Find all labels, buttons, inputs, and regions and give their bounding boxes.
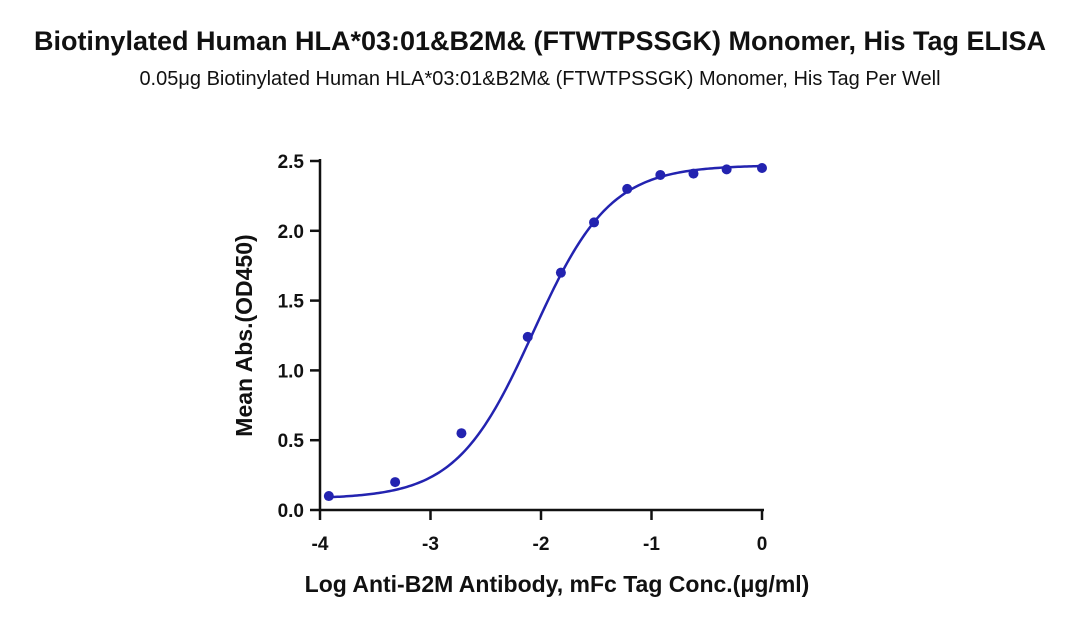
data-point <box>555 267 566 278</box>
y-tick-label: 0.0 <box>278 501 304 522</box>
data-point <box>622 183 633 194</box>
data-points-layer <box>323 162 767 502</box>
y-axis-title: Mean Abs.(OD450) <box>231 234 257 436</box>
x-tick-label: -4 <box>312 534 329 555</box>
x-axis-title: Log Anti-B2M Antibody, mFc Tag Conc.(μg/… <box>305 571 810 597</box>
y-tick-label: 1.0 <box>278 361 304 382</box>
y-tick-label: 1.5 <box>278 292 305 313</box>
data-point <box>390 477 401 488</box>
data-point <box>688 168 699 179</box>
x-tick-label: -2 <box>533 534 550 555</box>
y-tick-label: 2.0 <box>278 222 304 243</box>
axes: 0.0 0.5 1.0 1.5 2.0 2.5 -4 -3 -2 -1 0 <box>278 152 768 555</box>
data-point <box>721 164 732 175</box>
data-point <box>522 331 533 342</box>
fit-curve-layer <box>328 164 763 499</box>
chart-subtitle: 0.05μg Biotinylated Human HLA*03:01&B2M&… <box>139 68 941 90</box>
data-point <box>456 428 467 439</box>
fit-curve <box>328 164 763 499</box>
x-tick-label: -1 <box>643 534 660 555</box>
data-point <box>757 162 767 173</box>
x-tick-label: 0 <box>757 534 768 555</box>
data-point <box>589 217 600 228</box>
y-tick-label: 2.5 <box>278 152 305 173</box>
data-point <box>655 169 666 180</box>
chart-title: Biotinylated Human HLA*03:01&B2M& (FTWTP… <box>33 26 1047 56</box>
y-tick-label: 0.5 <box>278 431 305 452</box>
data-point <box>323 491 334 502</box>
x-tick-label: -3 <box>422 534 439 555</box>
